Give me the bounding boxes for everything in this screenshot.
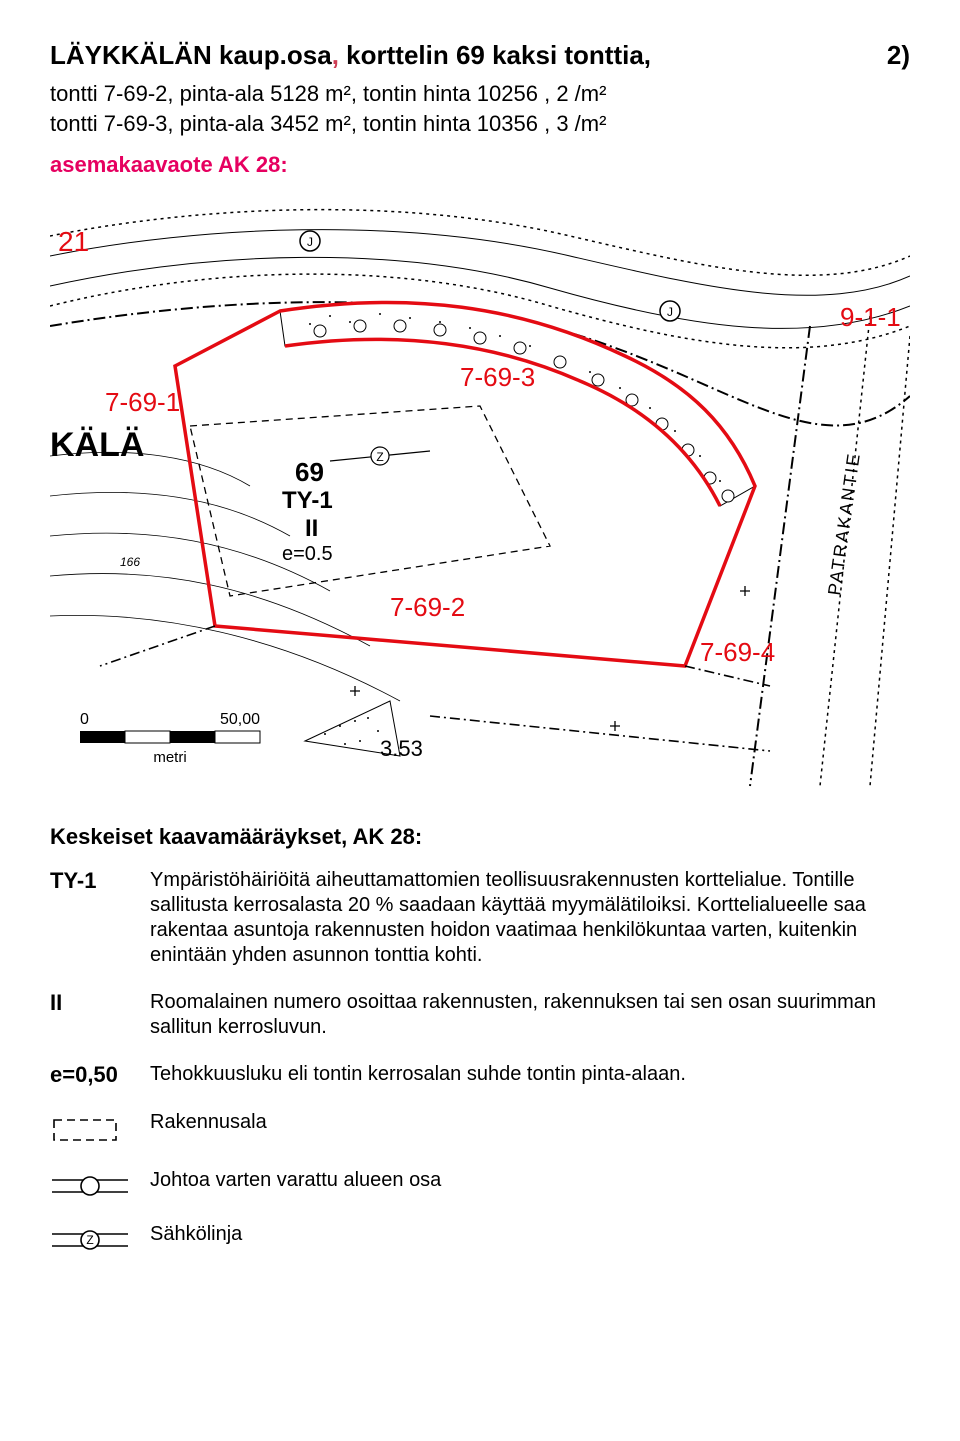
- definitions-list: TY-1 Ympäristöhäiriöitä aiheuttamattomie…: [50, 868, 910, 1254]
- asemakaavaote-heading: asemakaavaote AK 28:: [50, 152, 910, 178]
- subtitle-lines: tontti 7-69-2, pinta-ala 5128 m², tontin…: [50, 79, 910, 138]
- scale-unit: metri: [153, 749, 186, 766]
- title-rest: kaup.osa: [212, 40, 332, 70]
- title-prefix: LÄYKKÄLÄN: [50, 40, 212, 70]
- map-label-kala: KÄLÄ: [50, 426, 144, 464]
- map-spot-353: 3.53: [380, 736, 423, 761]
- map-label-j1: J: [307, 235, 313, 249]
- def-body-ty1: Ympäristöhäiriöitä aiheuttamattomien teo…: [150, 868, 910, 968]
- def-body-e: Tehokkuusluku eli tontin kerrosalan suhd…: [150, 1062, 910, 1087]
- def-key-e: e=0,50: [50, 1062, 150, 1088]
- sahkolinja-icon: Z: [50, 1222, 150, 1254]
- subtitle-line-2: tontti 7-69-3, pinta-ala 3452 m², tontin…: [50, 109, 910, 139]
- scale-zero: 0: [80, 711, 89, 728]
- def-row: Rakennusala: [50, 1110, 910, 1146]
- def-key-ii: II: [50, 990, 150, 1016]
- map-label-z: Z: [376, 450, 383, 464]
- def-row: II Roomalainen numero osoittaa rakennust…: [50, 990, 910, 1040]
- page-title-row: LÄYKKÄLÄN kaup.osa, korttelin 69 kaksi t…: [50, 40, 910, 71]
- map-label-j2: J: [667, 305, 673, 319]
- map-label-7693: 7-69-3: [460, 362, 535, 392]
- map-label-21: 21: [58, 226, 89, 257]
- title-comma: ,: [332, 40, 339, 70]
- def-body-johto: Johtoa varten varattu alueen osa: [150, 1168, 910, 1193]
- johto-icon: [50, 1168, 150, 1200]
- def-body-sahkolinja: Sähkölinja: [150, 1222, 910, 1247]
- map-roman: II: [305, 515, 318, 542]
- map-label-911: 9-1-1: [840, 302, 901, 332]
- title-block: 69: [456, 40, 485, 70]
- kaava-heading: Keskeiset kaavamääräykset, AK 28:: [50, 824, 910, 850]
- map-label-7694: 7-69-4: [700, 637, 775, 667]
- rakennusala-icon: [50, 1110, 150, 1146]
- map-label-7691: 7-69-1: [105, 387, 180, 417]
- page-number: 2): [887, 40, 910, 71]
- map-figure: J J PATRAKANTIE: [50, 196, 910, 796]
- map-e: e=0.5: [282, 543, 333, 565]
- map-label-7692: 7-69-2: [390, 592, 465, 622]
- scale-max: 50,00: [220, 711, 260, 728]
- subtitle-line-1: tontti 7-69-2, pinta-ala 5128 m², tontin…: [50, 79, 910, 109]
- map-spot-166: 166: [120, 555, 140, 569]
- def-body-ii: Roomalainen numero osoittaa rakennusten,…: [150, 990, 910, 1040]
- page-title: LÄYKKÄLÄN kaup.osa, korttelin 69 kaksi t…: [50, 40, 651, 71]
- zoning-map-svg: J J PATRAKANTIE: [50, 196, 910, 796]
- title-tail: kaksi tonttia,: [485, 40, 651, 70]
- def-body-rakennusala: Rakennusala: [150, 1110, 910, 1135]
- title-after: korttelin: [339, 40, 456, 70]
- def-row: Z Sähkölinja: [50, 1222, 910, 1254]
- def-row: e=0,50 Tehokkuusluku eli tontin kerrosal…: [50, 1062, 910, 1088]
- def-key-ty1: TY-1: [50, 868, 150, 894]
- def-row: Johtoa varten varattu alueen osa: [50, 1168, 910, 1200]
- def-row: TY-1 Ympäristöhäiriöitä aiheuttamattomie…: [50, 868, 910, 968]
- map-ty1: TY-1: [282, 487, 333, 514]
- svg-text:Z: Z: [86, 1233, 93, 1247]
- map-block-num: 69: [295, 457, 324, 487]
